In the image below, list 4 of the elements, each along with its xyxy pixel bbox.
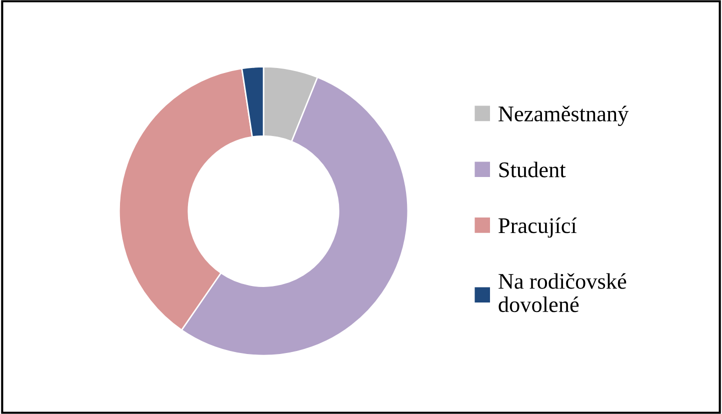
legend-label: Student <box>499 162 566 178</box>
legend-label: Pracující <box>498 218 577 238</box>
legend-label: Na rodičovské dovolené <box>498 273 626 312</box>
legend-label: Nezaměstnaný <box>498 106 629 126</box>
